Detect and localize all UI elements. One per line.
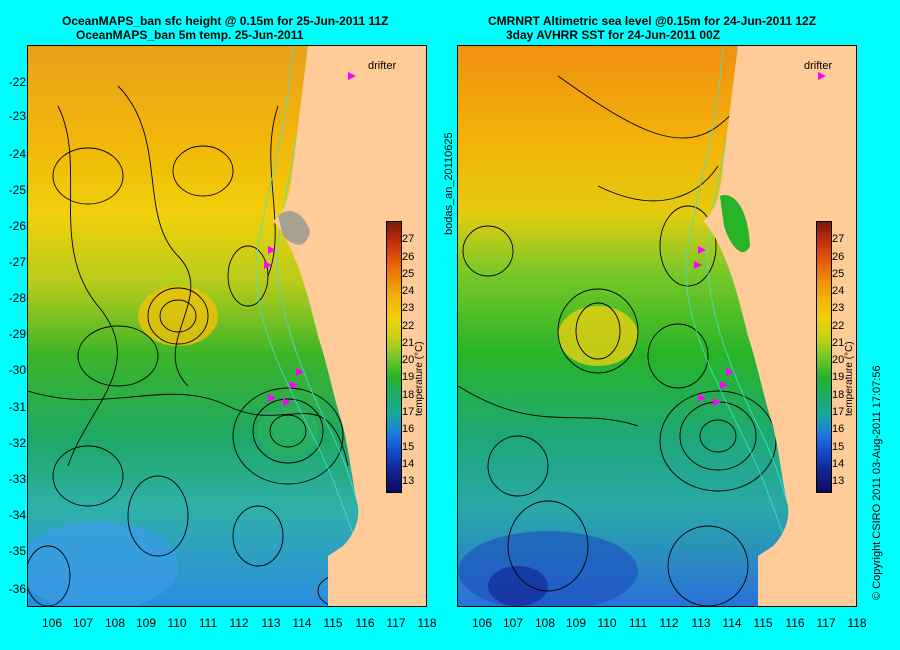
lon-tick-label: 110 bbox=[597, 616, 617, 630]
right-map-panel[interactable]: drifter 27 26 25 24 23 22 21 20 19 18 17… bbox=[457, 45, 857, 607]
lon-tick-label: 112 bbox=[659, 616, 679, 630]
colorbar bbox=[816, 221, 832, 493]
lon-tick-label: 108 bbox=[104, 616, 126, 630]
cb-tick: 23 bbox=[832, 302, 845, 314]
colorbar-title: temperature (°C) bbox=[414, 341, 425, 416]
cb-tick: 18 bbox=[402, 389, 415, 401]
cb-tick: 26 bbox=[402, 251, 415, 263]
cb-tick: 24 bbox=[402, 285, 415, 297]
cb-tick: 13 bbox=[402, 475, 415, 487]
cb-tick: 21 bbox=[402, 337, 415, 349]
lat-tick-label: -24 bbox=[8, 147, 26, 161]
cb-tick: 23 bbox=[402, 302, 415, 314]
lon-tick-label: 110 bbox=[167, 616, 187, 630]
lat-tick-label: -27 bbox=[8, 255, 26, 269]
lat-tick-label: -29 bbox=[8, 327, 26, 341]
drifter-label: drifter bbox=[804, 60, 833, 72]
bathymetry-lines bbox=[685, 46, 856, 566]
lon-tick-label: 107 bbox=[502, 616, 524, 630]
lon-tick-label: 106 bbox=[41, 616, 63, 630]
cb-tick: 15 bbox=[832, 441, 845, 453]
run-id-label: bodas_an_20110625 bbox=[443, 132, 455, 235]
cb-tick: 16 bbox=[832, 423, 845, 435]
drifter-label: drifter bbox=[368, 60, 397, 72]
warm-eddy bbox=[138, 286, 218, 346]
cb-tick: 19 bbox=[402, 371, 415, 383]
cb-tick: 13 bbox=[832, 475, 845, 487]
cold-patch bbox=[488, 566, 548, 606]
lon-tick-label: 111 bbox=[198, 616, 218, 630]
cb-tick: 17 bbox=[402, 406, 415, 418]
lon-tick-label: 112 bbox=[229, 616, 249, 630]
colorbar bbox=[386, 221, 402, 493]
lon-tick-label: 115 bbox=[753, 616, 773, 630]
lon-tick-label: 118 bbox=[417, 616, 437, 630]
lon-tick-label: 106 bbox=[471, 616, 493, 630]
shark-bay bbox=[278, 211, 310, 245]
lat-tick-label: -34 bbox=[8, 508, 26, 522]
cb-tick: 27 bbox=[402, 233, 415, 245]
bathymetry-lines bbox=[255, 46, 426, 566]
ssh-contours bbox=[28, 85, 379, 606]
cb-tick: 21 bbox=[832, 337, 845, 349]
lon-tick-label: 108 bbox=[534, 616, 556, 630]
cb-tick: 25 bbox=[832, 268, 845, 280]
cb-tick: 19 bbox=[832, 371, 845, 383]
lat-tick-label: -32 bbox=[8, 436, 26, 450]
copyright-label: © Copyright CSIRO 2011 03-Aug-2011 17:07… bbox=[871, 365, 883, 600]
right-map-svg bbox=[458, 46, 856, 606]
right-title-line1: CMRNRT Altimetric sea level @0.15m for 2… bbox=[488, 14, 817, 28]
left-map-panel[interactable]: drifter 27 26 25 24 23 22 21 20 19 18 17… bbox=[27, 45, 427, 607]
lon-tick-label: 117 bbox=[386, 616, 406, 630]
colorbar-title: temperature (°C) bbox=[844, 341, 855, 416]
cb-tick: 24 bbox=[832, 285, 845, 297]
lon-tick-label: 116 bbox=[355, 616, 375, 630]
lon-tick-label: 109 bbox=[565, 616, 587, 630]
lon-tick-label: 114 bbox=[722, 616, 742, 630]
lon-tick-label: 118 bbox=[847, 616, 867, 630]
lat-tick-label: -23 bbox=[8, 109, 26, 123]
lon-tick-label: 116 bbox=[785, 616, 805, 630]
lat-tick-label: -26 bbox=[8, 219, 26, 233]
lat-tick-label: -25 bbox=[8, 183, 26, 197]
cb-tick: 18 bbox=[832, 389, 845, 401]
lon-tick-label: 107 bbox=[72, 616, 94, 630]
cb-tick: 26 bbox=[832, 251, 845, 263]
left-map-svg bbox=[28, 46, 426, 606]
warm-eddy bbox=[558, 306, 638, 366]
lon-tick-label: 114 bbox=[292, 616, 312, 630]
lon-tick-label: 117 bbox=[816, 616, 836, 630]
lon-tick-label: 115 bbox=[323, 616, 343, 630]
lat-tick-label: -31 bbox=[8, 400, 26, 414]
cb-tick: 20 bbox=[832, 354, 845, 366]
lon-tick-label: 109 bbox=[135, 616, 157, 630]
right-title-line2: 3day AVHRR SST for 24-Jun-2011 00Z bbox=[506, 28, 721, 42]
drifter-markers bbox=[264, 72, 356, 406]
eddy-core bbox=[258, 406, 318, 456]
cb-tick: 14 bbox=[402, 458, 415, 470]
lat-tick-label: -28 bbox=[8, 291, 26, 305]
lon-tick-label: 113 bbox=[691, 616, 711, 630]
drifter-markers bbox=[694, 72, 826, 406]
cb-tick: 27 bbox=[832, 233, 845, 245]
cb-tick: 20 bbox=[402, 354, 415, 366]
lat-tick-label: -35 bbox=[8, 544, 26, 558]
lat-tick-label: -22 bbox=[8, 75, 26, 89]
cb-tick: 15 bbox=[402, 441, 415, 453]
cb-tick: 25 bbox=[402, 268, 415, 280]
cb-tick: 22 bbox=[402, 320, 415, 332]
cb-tick: 17 bbox=[832, 406, 845, 418]
shark-bay bbox=[720, 195, 750, 253]
lon-tick-label: 113 bbox=[261, 616, 281, 630]
lat-tick-label: -30 bbox=[8, 363, 26, 377]
lon-tick-label: 111 bbox=[628, 616, 648, 630]
left-title-line1: OceanMAPS_ban sfc height @ 0.15m for 25-… bbox=[62, 14, 389, 28]
left-title-line2: OceanMAPS_ban 5m temp. 25-Jun-2011 bbox=[76, 28, 304, 42]
lat-tick-label: -33 bbox=[8, 472, 26, 486]
lat-tick-label: -36 bbox=[8, 582, 26, 596]
cb-tick: 16 bbox=[402, 423, 415, 435]
cb-tick: 14 bbox=[832, 458, 845, 470]
cb-tick: 22 bbox=[832, 320, 845, 332]
cool-region bbox=[28, 521, 178, 606]
